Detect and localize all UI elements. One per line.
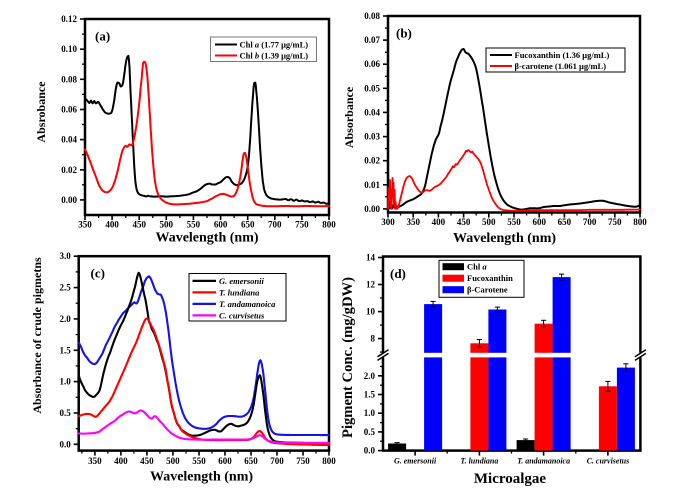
svg-text:1.5: 1.5: [59, 345, 71, 355]
svg-text:0.0: 0.0: [59, 439, 71, 449]
svg-text:550: 550: [192, 456, 206, 466]
svg-text:(c): (c): [91, 266, 105, 281]
svg-text:0.01: 0.01: [364, 180, 380, 190]
svg-text:700: 700: [270, 456, 284, 466]
svg-text:Absorbance of crude pigmetns: Absorbance of crude pigmetns: [30, 257, 44, 414]
svg-text:0.02: 0.02: [61, 165, 77, 175]
svg-text:750: 750: [295, 220, 309, 230]
svg-text:0.02: 0.02: [364, 156, 380, 166]
svg-text:0.08: 0.08: [61, 74, 77, 84]
svg-text:3.0: 3.0: [59, 251, 71, 261]
svg-text:C. curvisetus: C. curvisetus: [587, 457, 630, 466]
svg-text:Absrobance: Absrobance: [34, 81, 48, 143]
svg-text:(b): (b): [396, 26, 412, 41]
svg-text:0.5: 0.5: [364, 427, 376, 437]
svg-text:400: 400: [432, 217, 446, 227]
svg-text:2.0: 2.0: [364, 371, 376, 381]
svg-text:450: 450: [457, 217, 471, 227]
svg-text:β-Carotene: β-Carotene: [467, 285, 508, 295]
svg-text:750: 750: [296, 456, 310, 466]
svg-text:400: 400: [105, 220, 119, 230]
svg-text:0.05: 0.05: [364, 83, 380, 93]
svg-text:Absorbance: Absorbance: [342, 86, 356, 148]
svg-text:0.00: 0.00: [364, 204, 380, 214]
svg-text:1.0: 1.0: [364, 408, 376, 418]
svg-text:G. emersonii: G. emersonii: [394, 457, 437, 466]
svg-text:Microalgae: Microalgae: [474, 471, 547, 487]
svg-text:Fucoxanthin (1.36 μg/mL): Fucoxanthin (1.36 μg/mL): [515, 50, 610, 60]
svg-text:G. emersonii: G. emersonii: [219, 276, 265, 286]
svg-text:350: 350: [88, 456, 102, 466]
svg-text:400: 400: [114, 456, 128, 466]
svg-text:Chl b (1.39 μg/mL): Chl b (1.39 μg/mL): [240, 51, 309, 61]
svg-text:300: 300: [381, 217, 395, 227]
svg-text:8: 8: [371, 334, 376, 344]
svg-text:650: 650: [244, 456, 258, 466]
svg-text:750: 750: [608, 217, 622, 227]
svg-text:0.06: 0.06: [364, 59, 380, 69]
svg-text:0.5: 0.5: [59, 408, 71, 418]
svg-text:Pigment Conc. (mg/gDW): Pigment Conc. (mg/gDW): [340, 277, 356, 438]
svg-text:12: 12: [366, 280, 376, 290]
svg-text:550: 550: [507, 217, 521, 227]
svg-text:(a): (a): [95, 29, 110, 44]
svg-text:350: 350: [78, 220, 92, 230]
svg-text:T. andamanoica: T. andamanoica: [517, 457, 570, 466]
svg-text:Wavelength (nm): Wavelength (nm): [150, 470, 253, 485]
svg-text:450: 450: [140, 456, 154, 466]
svg-text:Wavelength (nm): Wavelength (nm): [155, 231, 258, 246]
svg-text:800: 800: [322, 456, 336, 466]
svg-text:500: 500: [166, 456, 180, 466]
svg-text:0.12: 0.12: [61, 14, 77, 24]
svg-text:0.10: 0.10: [61, 44, 77, 54]
svg-text:500: 500: [482, 217, 496, 227]
svg-text:600: 600: [218, 456, 232, 466]
svg-text:800: 800: [633, 217, 647, 227]
svg-text:0.00: 0.00: [61, 195, 77, 205]
svg-text:Chl a (1.77 μg/mL): Chl a (1.77 μg/mL): [240, 40, 309, 50]
svg-text:0.04: 0.04: [61, 135, 77, 145]
svg-text:Fucoxanthin: Fucoxanthin: [467, 273, 513, 283]
svg-text:0.08: 0.08: [364, 11, 380, 21]
svg-text:550: 550: [187, 220, 201, 230]
svg-text:650: 650: [241, 220, 255, 230]
svg-text:0.06: 0.06: [61, 105, 77, 115]
svg-text:(d): (d): [390, 266, 406, 281]
svg-text:T. lundiana: T. lundiana: [219, 287, 260, 297]
svg-text:14: 14: [366, 253, 376, 263]
svg-text:0.0: 0.0: [364, 446, 376, 456]
svg-text:2.5: 2.5: [59, 283, 71, 293]
svg-text:Wavelength (nm): Wavelength (nm): [453, 231, 556, 246]
svg-text:10: 10: [366, 307, 376, 317]
svg-text:1.0: 1.0: [59, 377, 71, 387]
svg-text:500: 500: [160, 220, 174, 230]
svg-text:2.0: 2.0: [59, 314, 71, 324]
svg-text:T. lundiana: T. lundiana: [460, 457, 498, 466]
svg-text:0.03: 0.03: [364, 132, 380, 142]
svg-text:Chl a: Chl a: [467, 262, 487, 272]
svg-text:600: 600: [214, 220, 228, 230]
svg-text:0.04: 0.04: [364, 107, 380, 117]
svg-text:0.07: 0.07: [364, 35, 380, 45]
svg-text:700: 700: [268, 220, 282, 230]
svg-text:600: 600: [532, 217, 546, 227]
svg-text:1.5: 1.5: [364, 390, 376, 400]
svg-text:700: 700: [583, 217, 597, 227]
svg-text:C. curvisetus: C. curvisetus: [219, 310, 265, 320]
svg-text:β-carotene (1.061 μg/mL): β-carotene (1.061 μg/mL): [515, 61, 607, 71]
svg-text:450: 450: [132, 220, 146, 230]
svg-text:800: 800: [322, 220, 336, 230]
svg-text:T. andamanoica: T. andamanoica: [219, 299, 276, 309]
svg-text:350: 350: [406, 217, 420, 227]
svg-text:650: 650: [558, 217, 572, 227]
